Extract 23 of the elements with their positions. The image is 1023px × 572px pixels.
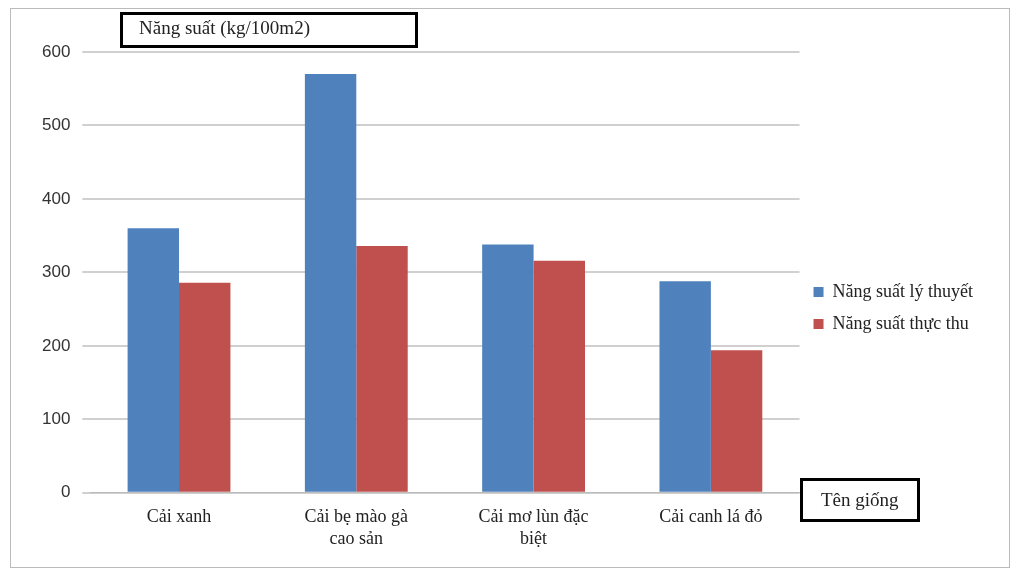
y-axis-title: Năng suất (kg/100m2) (120, 12, 418, 48)
y-tick-label: 600 (41, 41, 71, 61)
y-tick-label: 200 (41, 335, 71, 355)
bar (533, 260, 585, 492)
y-tick-label: 0 (60, 482, 71, 502)
x-tick-label: Cải canh lá đỏ (659, 506, 763, 527)
x-tick-label: Cải xanh (146, 506, 212, 527)
y-tick-label: 500 (41, 115, 71, 135)
bar (710, 350, 763, 492)
y-tick-label: 400 (41, 188, 71, 208)
bar (179, 282, 231, 492)
x-axis-title: Tên giống (800, 478, 920, 522)
bar (659, 281, 711, 492)
bar (127, 228, 180, 492)
y-tick-label: 300 (41, 262, 71, 282)
x-tick-label: Cải mơ lùn đặc biệt (478, 506, 589, 548)
y-tick-label: 100 (41, 409, 71, 429)
bar (356, 245, 408, 492)
x-tick-label: Cải bẹ mào gà cao sản (304, 506, 409, 548)
bar (304, 74, 357, 492)
bar (482, 244, 534, 492)
legend-label: Năng suất thực thu (832, 312, 969, 333)
legend-label: Năng suất lý thuyết (832, 280, 974, 301)
